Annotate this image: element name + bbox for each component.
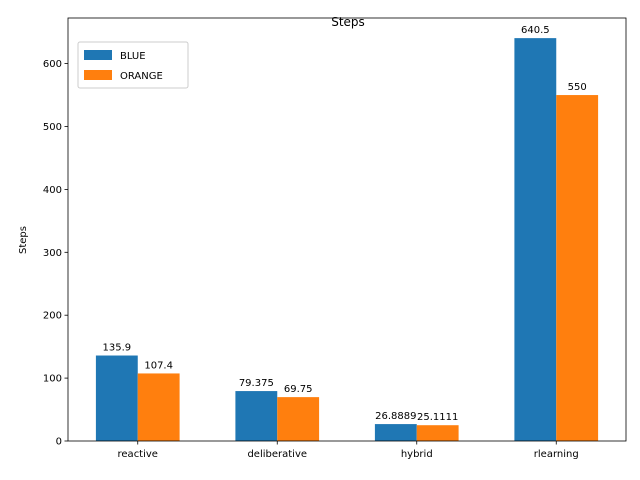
data-label-orange-reactive: 107.4 bbox=[144, 360, 173, 371]
y-tick-label: 600 bbox=[43, 59, 62, 70]
x-tick-label-reactive: reactive bbox=[118, 449, 158, 460]
x-tick-label-hybrid: hybrid bbox=[401, 449, 433, 460]
bar-blue-reactive bbox=[95, 355, 138, 441]
y-tick-label: 500 bbox=[43, 122, 62, 133]
y-tick-label: 100 bbox=[43, 374, 62, 385]
legend-swatch-orange bbox=[84, 70, 112, 80]
bar-orange-deliberative bbox=[277, 397, 320, 441]
y-tick-label: 200 bbox=[43, 311, 62, 322]
y-tick-label: 0 bbox=[56, 437, 62, 448]
x-tick-label-rlearning: rlearning bbox=[534, 449, 579, 460]
legend-label-blue: BLUE bbox=[120, 51, 146, 62]
axes-frame bbox=[67, 17, 627, 442]
bar-orange-rlearning bbox=[556, 95, 599, 441]
data-label-blue-deliberative: 79.375 bbox=[239, 378, 274, 389]
plot-area: 135.9 79.375 26.8889 640.5 107.4 69.75 25.1111… bbox=[43, 17, 627, 460]
y-axis-label: Steps bbox=[18, 226, 29, 254]
legend: BLUE ORANGE bbox=[77, 41, 189, 89]
bar-orange-hybrid bbox=[416, 425, 459, 441]
bar-blue-rlearning bbox=[514, 38, 557, 442]
y-tick-label: 400 bbox=[43, 185, 62, 196]
y-tick-label: 300 bbox=[43, 248, 62, 259]
data-label-blue-hybrid: 26.8889 bbox=[375, 411, 416, 422]
x-tick-label-deliberative: deliberative bbox=[247, 449, 307, 460]
legend-label-orange: ORANGE bbox=[120, 71, 163, 82]
data-label-orange-deliberative: 69.75 bbox=[284, 384, 313, 395]
bar-blue-deliberative bbox=[235, 391, 278, 441]
data-label-blue-rlearning: 640.5 bbox=[521, 25, 550, 36]
bar-blue-hybrid bbox=[374, 424, 417, 441]
legend-swatch-blue bbox=[84, 50, 112, 60]
data-label-orange-rlearning: 550 bbox=[568, 82, 587, 93]
data-label-blue-reactive: 135.9 bbox=[103, 343, 132, 354]
data-label-orange-hybrid: 25.1111 bbox=[417, 412, 458, 423]
chart-title: Steps bbox=[331, 15, 365, 29]
bar-orange-reactive bbox=[137, 373, 180, 441]
